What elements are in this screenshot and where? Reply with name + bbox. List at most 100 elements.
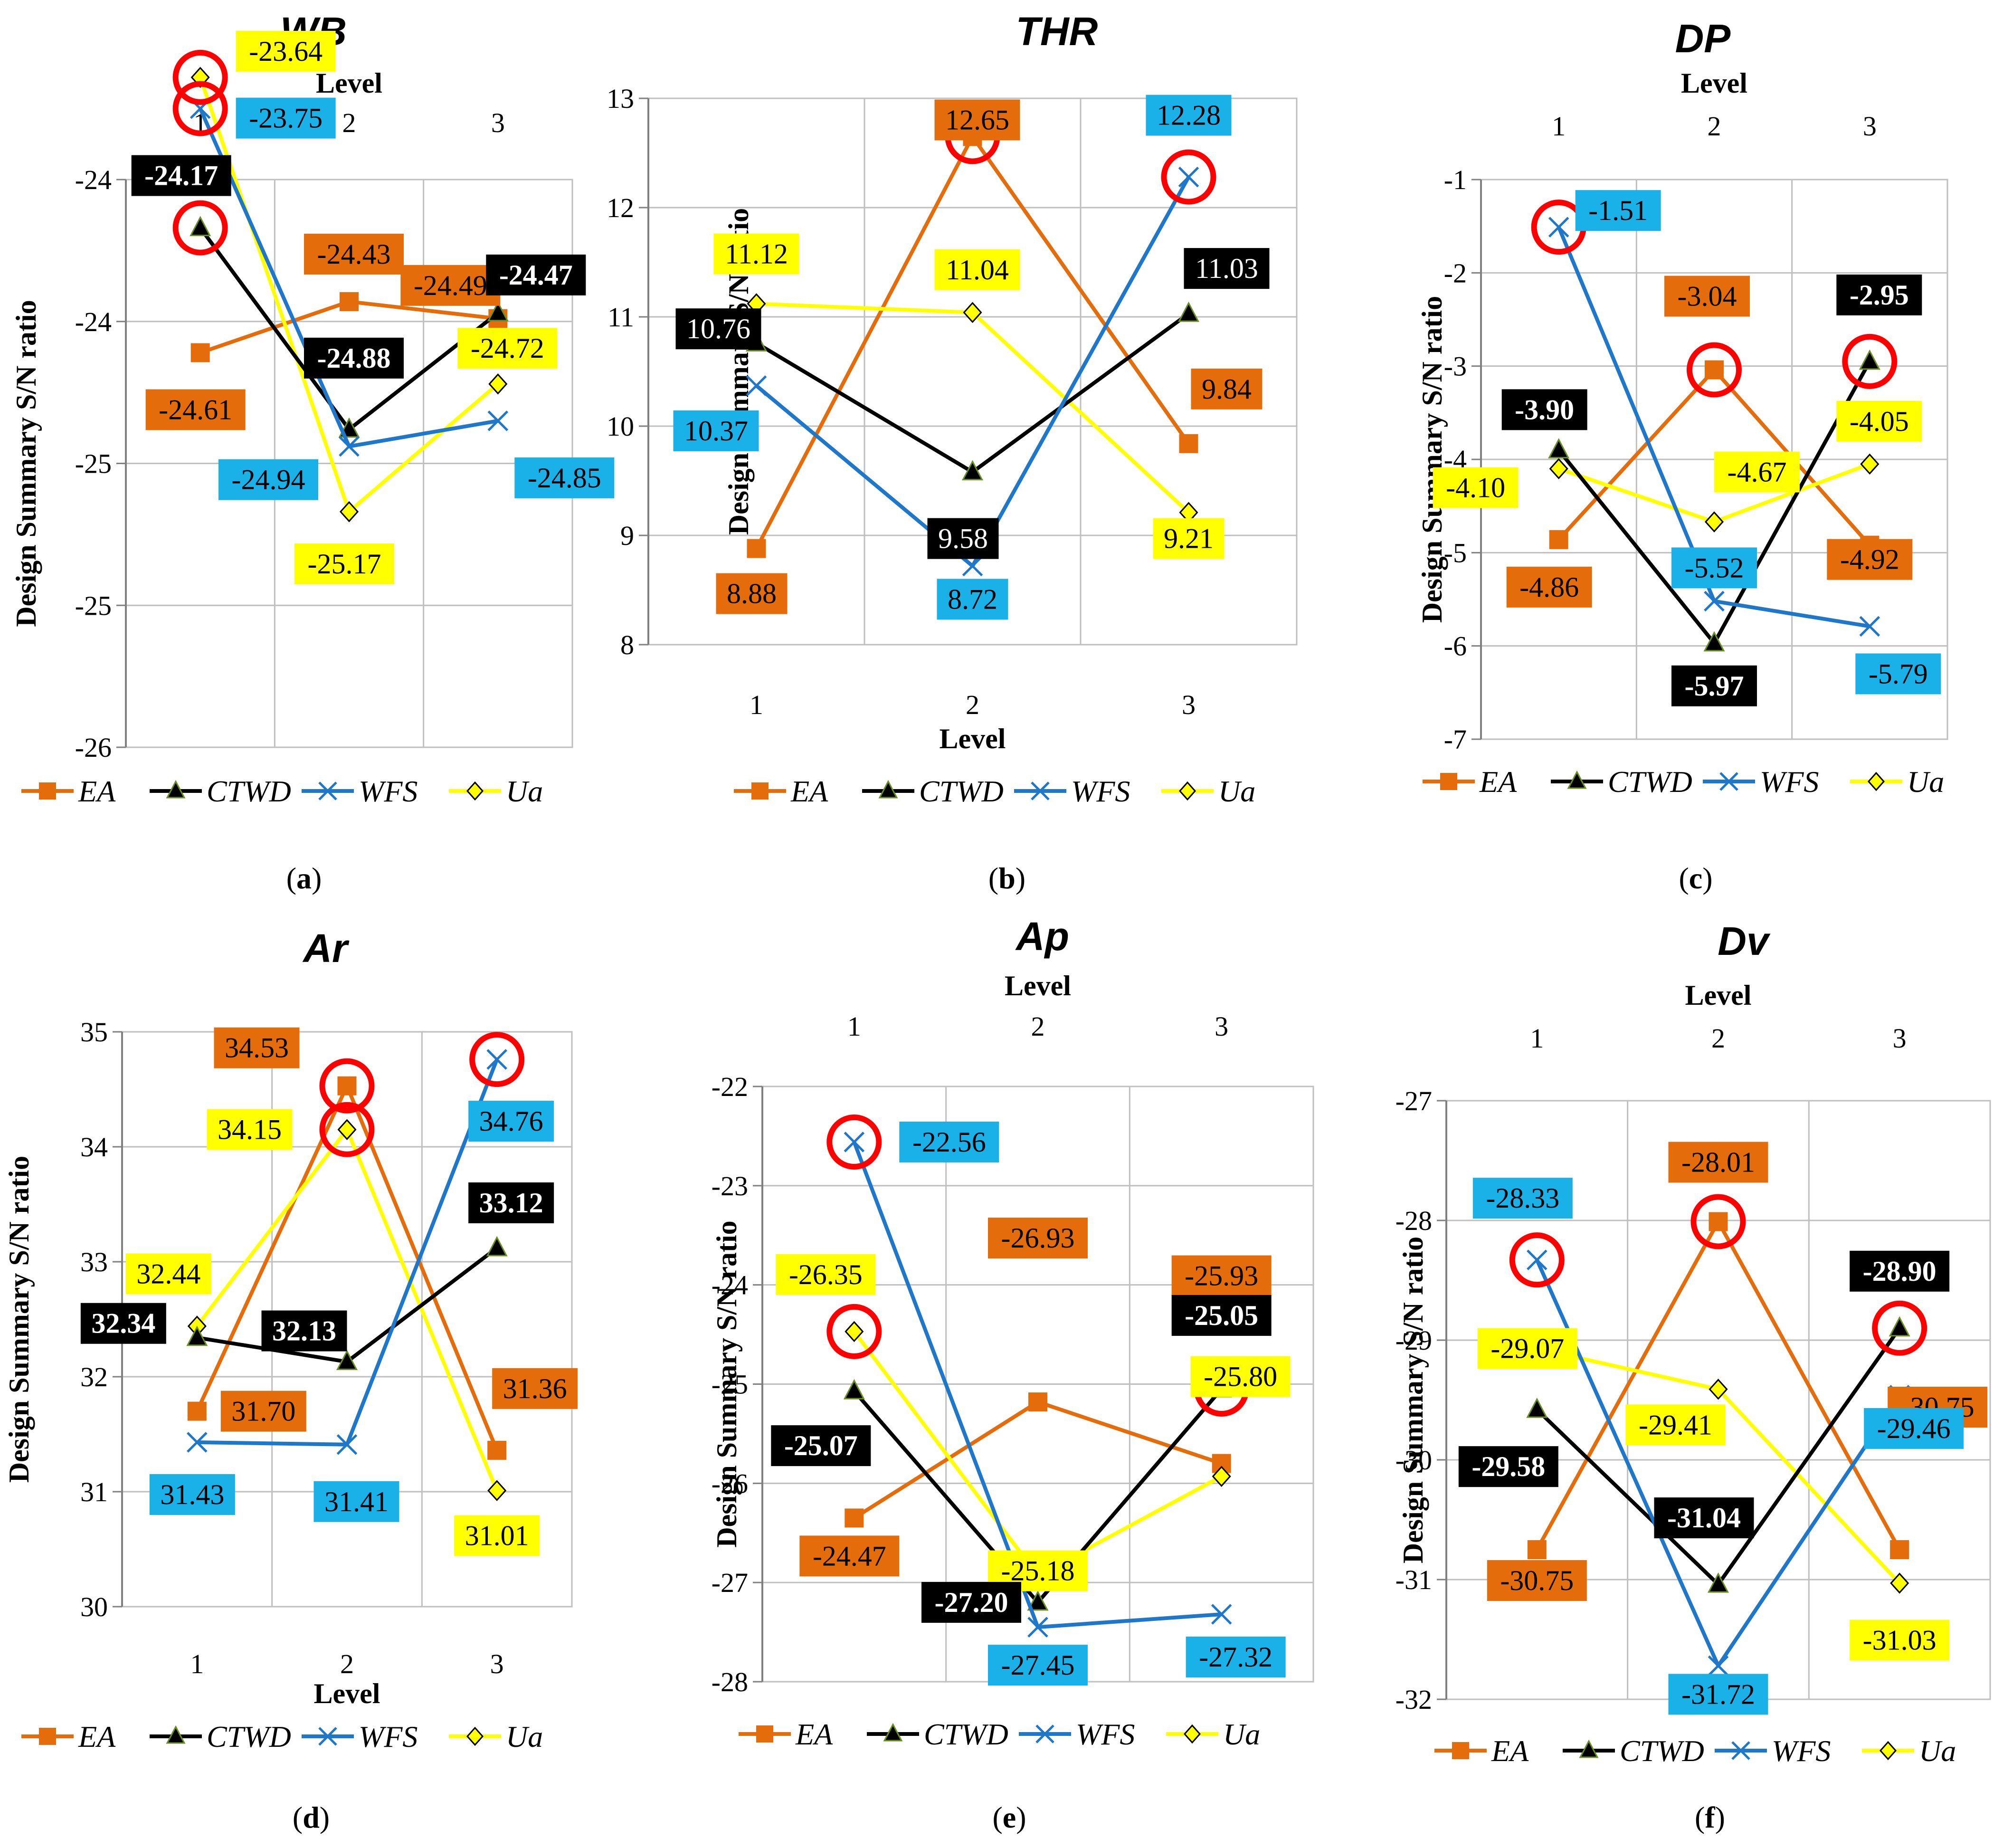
data-label-text: -29.41: [1639, 1409, 1712, 1440]
data-label-bg: [1472, 1178, 1573, 1219]
marker-wfs: [1211, 1604, 1232, 1625]
data-label-text: 12.28: [1157, 100, 1221, 131]
highlight-circle: [826, 1114, 882, 1170]
data-label-ctwd: -3.90: [1501, 389, 1587, 430]
data-label-bg: [673, 410, 759, 451]
y-tick-label: -25: [75, 590, 112, 621]
data-label-bg: [486, 254, 586, 295]
marker-ea: [337, 1076, 357, 1095]
legend-marker-ctwd: [1579, 1739, 1599, 1758]
marker-ua: [487, 1480, 507, 1501]
data-label-bg: [304, 337, 404, 379]
data-label-text: 12.65: [945, 105, 1009, 136]
legend-label-ea: EA: [78, 1720, 116, 1753]
data-label-wfs: -27.32: [1186, 1636, 1286, 1677]
data-label-wfs: -31.72: [1668, 1674, 1768, 1715]
data-label-wfs: -23.75: [236, 97, 336, 139]
marker-ctwd: [1548, 438, 1570, 458]
legend-marker-ua: [466, 781, 484, 801]
chart-panel-f: -27 -28 -29 -30 -31 -32 1 2 3 Level Design Summary…: [1395, 919, 1991, 1834]
data-label-bg: [1625, 1404, 1726, 1446]
marker-wfs: [1859, 616, 1880, 637]
data-label-ea: 12.65: [934, 99, 1020, 141]
data-label-ua: 32.44: [125, 1253, 211, 1295]
legend-marker-wfs: [1731, 1741, 1750, 1760]
data-label-ua: -29.41: [1625, 1404, 1726, 1446]
data-label-bg: [218, 459, 318, 500]
y-axis-label: Design Summary S/N ratio: [711, 1220, 742, 1547]
y-tick-label: -26: [75, 732, 112, 763]
data-label-ua: 34.15: [207, 1109, 293, 1150]
marker-ua: [1709, 1379, 1728, 1400]
legend-label-ua: Ua: [506, 774, 543, 808]
highlight-circle: [172, 49, 228, 105]
data-label-text: 31.43: [160, 1479, 224, 1510]
data-label-wfs: -27.45: [988, 1645, 1088, 1686]
data-label-bg: [454, 1515, 540, 1556]
data-label-bg: [716, 573, 788, 614]
marker-wfs: [487, 410, 509, 431]
data-label-text: -25.17: [308, 548, 381, 580]
legend-label-ea: EA: [1491, 1734, 1529, 1768]
data-label-text: -23.64: [249, 36, 323, 67]
legend-label-wfs: WFS: [1760, 765, 1819, 799]
x-tick-label: 1: [847, 1011, 861, 1042]
x-axis-label: Level: [1681, 67, 1747, 99]
x-axis-label: Level: [1685, 980, 1752, 1011]
data-label-ua: -23.64: [236, 30, 336, 72]
legend: EA CTWD WFS Ua: [734, 774, 1255, 808]
data-label-ctwd: 10.76: [675, 308, 761, 350]
data-label-text: -4.92: [1840, 544, 1899, 575]
y-tick-label: 35: [80, 1017, 108, 1048]
legend-marker-ea: [39, 782, 56, 800]
marker-ea: [1179, 434, 1198, 453]
legend-marker-wfs: [318, 1727, 337, 1746]
data-label-bg: [214, 1027, 300, 1068]
data-label-wfs: -5.79: [1855, 653, 1941, 695]
highlight-circle: [1872, 1300, 1927, 1356]
panel-caption: (c): [1679, 861, 1712, 895]
data-label-text: -24.43: [317, 238, 391, 270]
data-label-ea: 34.53: [214, 1027, 300, 1068]
legend-label-wfs: WFS: [359, 774, 418, 808]
data-label-text: -24.47: [813, 1540, 886, 1572]
data-label-bg: [468, 1101, 554, 1142]
data-label-text: 34.53: [225, 1032, 289, 1064]
data-label-bg: [937, 579, 1008, 620]
data-label-text: -28.90: [1863, 1256, 1937, 1287]
data-label-text: -24.94: [232, 464, 305, 495]
legend-marker-ea: [756, 1725, 773, 1743]
data-label-ctwd: -31.04: [1654, 1497, 1754, 1539]
marker-ua: [339, 501, 359, 523]
y-tick-label: -5: [1444, 537, 1467, 568]
marker-ctwd: [1526, 1397, 1548, 1418]
data-label-wfs: 10.37: [673, 410, 759, 451]
marker-ctwd: [843, 1379, 865, 1400]
chart-title: THR: [1016, 9, 1098, 54]
marker-ua: [488, 373, 508, 395]
y-tick-label: -28: [1395, 1205, 1432, 1236]
data-label-ua: -24.72: [457, 328, 558, 369]
legend-marker-ea: [1452, 1742, 1469, 1759]
y-tick-label: -22: [712, 1071, 748, 1102]
legend-marker-ua: [466, 1726, 484, 1746]
highlight-circle: [1687, 342, 1742, 398]
data-label-text: -5.97: [1685, 670, 1744, 702]
data-label-text: -24.49: [414, 270, 487, 301]
data-label-ea: 9.84: [1191, 368, 1263, 410]
y-tick-label: -29: [1395, 1325, 1432, 1356]
data-label-bg: [1714, 451, 1800, 493]
data-label-bg: [1477, 1328, 1577, 1369]
x-tick-label: 2: [1711, 1023, 1725, 1054]
data-label-ea: 31.70: [220, 1391, 306, 1432]
legend-marker-ctwd: [883, 1723, 903, 1742]
y-tick-label: -25: [712, 1369, 748, 1400]
y-tick-label: 31: [80, 1476, 108, 1507]
data-label-text: 9.58: [938, 523, 988, 554]
legend-label-ua: Ua: [1907, 765, 1944, 799]
legend-label-wfs: WFS: [1772, 1734, 1831, 1768]
highlight-circle: [469, 1032, 525, 1087]
data-label-bg: [236, 30, 336, 72]
